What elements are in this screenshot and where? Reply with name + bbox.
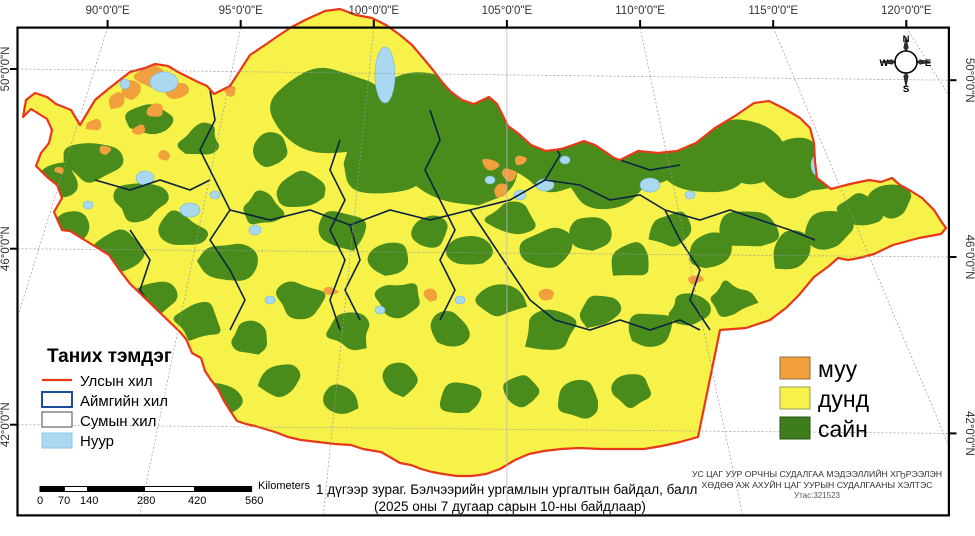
svg-text:420: 420	[188, 495, 206, 507]
svg-text:ХӨДӨӨ АЖ АХУЙН ЦАГ УУРЫН СУДАЛ: ХӨДӨӨ АЖ АХУЙН ЦАГ УУРЫН СУДАЛГААНЫ ХЭЛТ…	[702, 479, 933, 490]
svg-text:42°0'0"N: 42°0'0"N	[0, 402, 12, 447]
svg-text:УС ЦАГ УУР ОРЧНЫ СУДАЛГАА МЭДЭ: УС ЦАГ УУР ОРЧНЫ СУДАЛГАА МЭДЭЭЛЛИЙН ХҦР…	[692, 468, 942, 479]
svg-text:Таних тэмдэг: Таних тэмдэг	[47, 346, 172, 367]
svg-text:95°0'0"E: 95°0'0"E	[219, 5, 263, 17]
svg-text:50°0'0"N: 50°0'0"N	[0, 47, 12, 92]
svg-text:(2025 оны 7 дугаар сарын 10-ны: (2025 оны 7 дугаар сарын 10-ны байдлаар)	[374, 499, 646, 514]
svg-text:Kilometers: Kilometers	[258, 480, 310, 492]
svg-text:46°0'0"N: 46°0'0"N	[963, 235, 975, 280]
svg-text:Аймгийн хил: Аймгийн хил	[80, 393, 168, 410]
svg-text:42°0'0"N: 42°0'0"N	[963, 411, 975, 456]
svg-text:115°0'0"E: 115°0'0"E	[748, 5, 798, 17]
svg-text:Нуур: Нуур	[80, 433, 114, 450]
svg-text:муу: муу	[818, 356, 858, 382]
svg-text:105°0'0"E: 105°0'0"E	[482, 5, 533, 17]
svg-text:дунд: дунд	[818, 386, 870, 412]
svg-text:140: 140	[80, 495, 98, 507]
svg-text:110°0'0"E: 110°0'0"E	[615, 5, 665, 17]
svg-text:70: 70	[58, 495, 70, 507]
svg-text:90°0'0"E: 90°0'0"E	[86, 5, 130, 17]
svg-text:100°0'0"E: 100°0'0"E	[349, 5, 400, 17]
svg-text:560: 560	[245, 495, 263, 507]
svg-text:сайн: сайн	[818, 416, 868, 442]
svg-text:Утас:321523: Утас:321523	[794, 491, 841, 500]
svg-text:0: 0	[37, 495, 43, 507]
svg-text:1 дүгээр зураг. Бэлчээрийн ург: 1 дүгээр зураг. Бэлчээрийн ургамлын урга…	[316, 482, 697, 497]
svg-text:Улсын хил: Улсын хил	[80, 373, 153, 390]
svg-text:46°0'0"N: 46°0'0"N	[0, 226, 12, 271]
svg-text:280: 280	[137, 495, 155, 507]
svg-text:120°0'0"E: 120°0'0"E	[881, 5, 932, 17]
svg-text:Сумын хил: Сумын хил	[80, 413, 156, 430]
svg-text:50°0'0"N: 50°0'0"N	[963, 58, 975, 103]
svg-text:E: E	[925, 58, 931, 69]
